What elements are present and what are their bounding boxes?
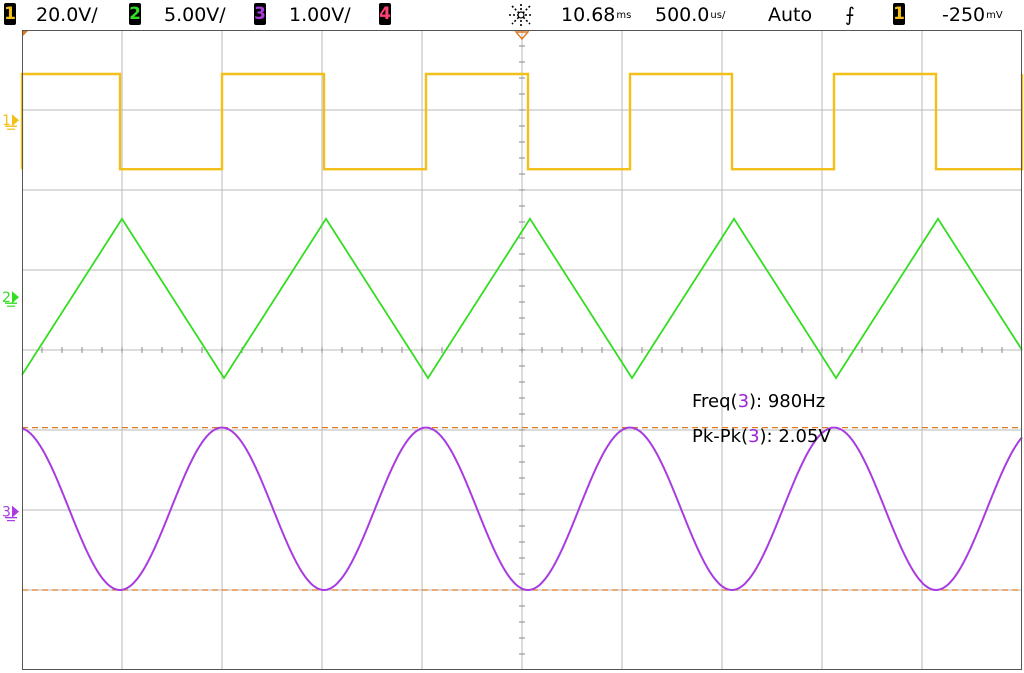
trigger-source: 1 — [893, 4, 905, 24]
trigger-level[interactable]: -250mV — [942, 1, 1003, 29]
ground-arrow-icon — [12, 114, 19, 127]
delay-value: 10.68 — [561, 4, 616, 26]
freq-suffix: ): — [749, 391, 763, 412]
trigger-position-icon — [514, 31, 530, 41]
trigger-mode[interactable]: Auto — [768, 4, 813, 26]
channel-2-number: 2 — [129, 4, 141, 24]
trace-channel-2 — [21, 217, 1023, 380]
status-bar: 1 20.0V/ 2 5.00V/ 3 1.00V/ 4 10.68ms 500… — [0, 0, 1024, 30]
timebase-unit: us/ — [710, 10, 726, 21]
channel-3-scale[interactable]: 1.00V/ — [289, 4, 351, 26]
pkpk-channel: 3 — [748, 426, 760, 447]
ground-marker-label: 3 — [2, 505, 11, 521]
timebase[interactable]: 500.0us/ — [655, 1, 725, 29]
trace-channel-3 — [21, 426, 1023, 591]
channel-1-badge[interactable]: 1 — [4, 3, 16, 25]
measurement-cursors — [22, 426, 1022, 591]
freq-label: Freq( — [692, 391, 738, 412]
ground-marker-ch1: 1 — [2, 113, 19, 130]
pkpk-value: 2.05V — [778, 426, 831, 447]
channel-2-badge[interactable]: 2 — [129, 3, 141, 25]
channel-1-number: 1 — [4, 4, 16, 24]
channel-4-number: 4 — [379, 4, 391, 24]
acquisition-run-icon — [509, 4, 533, 26]
ground-marker-ch3: 3 — [2, 505, 19, 522]
freq-channel: 3 — [737, 391, 750, 412]
graticule — [22, 30, 1022, 670]
ground-arrow-icon — [12, 505, 19, 518]
measurement-frequency: Freq(3): 980Hz — [692, 391, 825, 412]
pkpk-suffix: ): — [759, 426, 773, 447]
waveform-display[interactable]: 1 2 3 — [0, 30, 1024, 673]
timebase-value: 500.0 — [655, 4, 710, 26]
freq-value: 980Hz — [767, 391, 826, 412]
trigger-slope-icon[interactable]: ⨍ — [845, 4, 855, 26]
channel-markers: 1 2 3 — [2, 30, 530, 522]
horizontal-delay[interactable]: 10.68ms — [561, 1, 631, 29]
ground-marker-label: 2 — [2, 290, 11, 306]
trace-channel-1 — [20, 72, 1024, 171]
delay-origin-icon — [22, 30, 29, 37]
ground-marker-ch2: 2 — [2, 290, 19, 307]
channel-1-scale[interactable]: 20.0V/ — [36, 4, 98, 26]
trigger-level-value: -250 — [942, 4, 986, 26]
ground-arrow-icon — [12, 291, 19, 304]
channel-3-badge[interactable]: 3 — [254, 3, 266, 25]
channel-4-badge[interactable]: 4 — [379, 3, 391, 25]
traces — [20, 72, 1024, 591]
ground-marker-label: 1 — [2, 113, 11, 129]
channel-2-scale[interactable]: 5.00V/ — [164, 4, 226, 26]
measurement-pkpk: Pk-Pk(3): 2.05V — [692, 426, 831, 447]
pkpk-label: Pk-Pk( — [692, 426, 749, 447]
delay-unit: ms — [616, 10, 632, 21]
channel-3-number: 3 — [254, 4, 266, 24]
trigger-level-unit: mV — [986, 10, 1003, 21]
trigger-source-badge[interactable]: 1 — [893, 3, 905, 25]
